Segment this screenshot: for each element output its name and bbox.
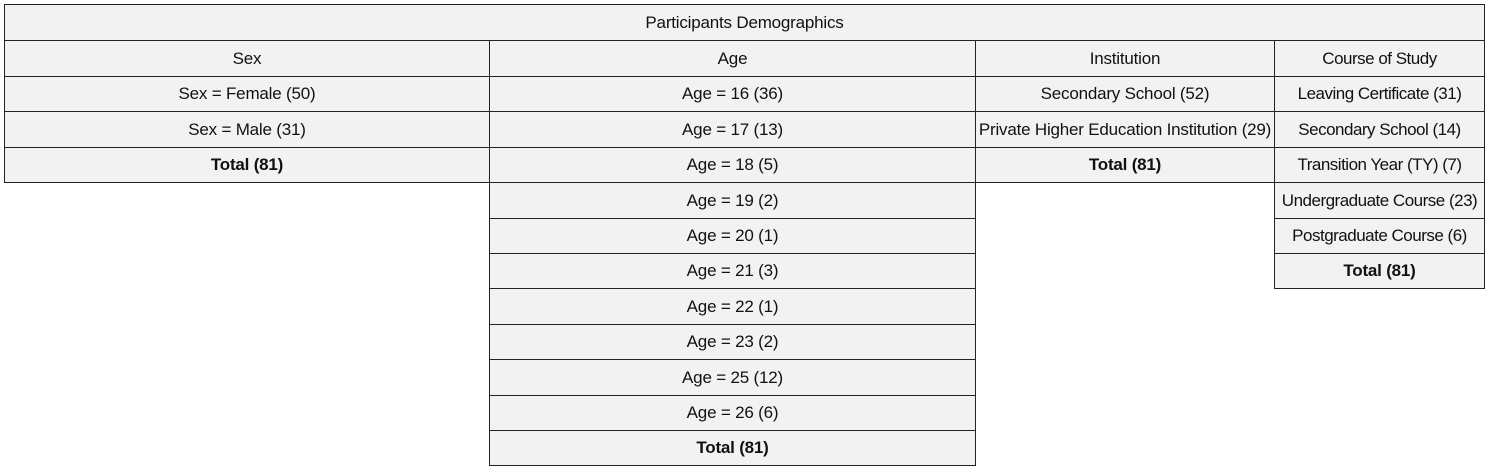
age-row: Age = 23 (2) — [489, 324, 976, 360]
age-row: Age = 18 (5) — [489, 147, 976, 183]
course-row: Postgraduate Course (6) — [1274, 218, 1485, 254]
age-row: Age = 21 (3) — [489, 253, 976, 289]
age-row: Age = 25 (12) — [489, 359, 976, 396]
age-total: Total (81) — [489, 430, 976, 466]
course-row: Transition Year (TY) (7) — [1274, 147, 1485, 183]
institution-row: Secondary School (52) — [975, 76, 1275, 112]
age-row: Age = 20 (1) — [489, 218, 976, 254]
institution-total: Total (81) — [975, 147, 1275, 183]
course-row: Undergraduate Course (23) — [1274, 182, 1485, 219]
course-total: Total (81) — [1274, 253, 1485, 289]
age-row: Age = 22 (1) — [489, 288, 976, 325]
age-row: Age = 16 (36) — [489, 76, 976, 112]
age-row: Age = 17 (13) — [489, 111, 976, 148]
course-header: Course of Study — [1274, 40, 1485, 77]
age-header: Age — [489, 40, 976, 77]
institution-header: Institution — [975, 40, 1275, 77]
course-row: Leaving Certificate (31) — [1274, 76, 1485, 112]
age-row: Age = 19 (2) — [489, 182, 976, 219]
sex-header: Sex — [4, 40, 490, 77]
sex-row: Sex = Male (31) — [4, 111, 490, 148]
sex-total: Total (81) — [4, 147, 490, 183]
sex-row: Sex = Female (50) — [4, 76, 490, 112]
institution-row: Private Higher Education Institution (29… — [975, 111, 1275, 148]
course-row: Secondary School (14) — [1274, 111, 1485, 148]
age-row: Age = 26 (6) — [489, 395, 976, 431]
table-title: Participants Demographics — [4, 4, 1485, 41]
